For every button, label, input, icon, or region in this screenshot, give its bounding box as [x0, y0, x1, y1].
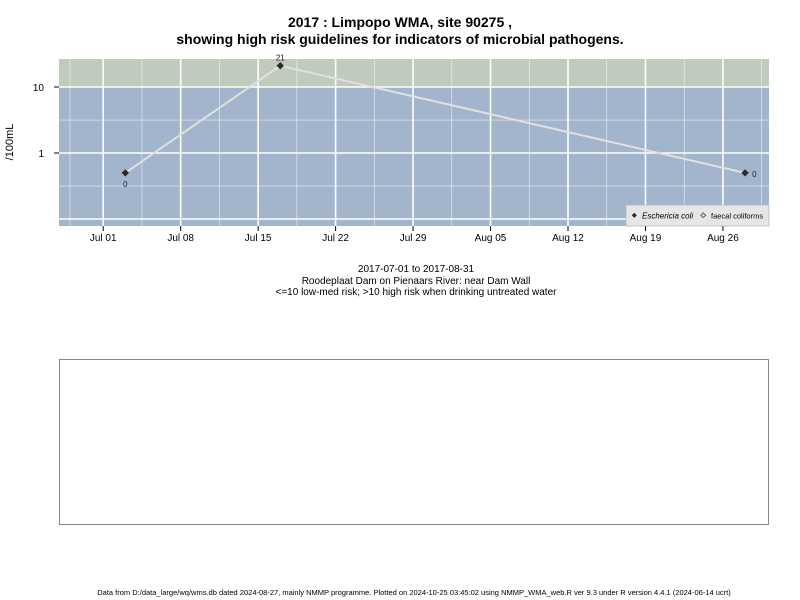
data-label: 21 [276, 54, 285, 63]
x-tick-label: Jul 08 [167, 233, 194, 244]
series-layer: 0 21 0 [121, 54, 757, 189]
y-tick-label: 1 [38, 149, 44, 160]
chart-title-line1: 2017 : Limpopo WMA, site 90275 , [287, 14, 513, 30]
x-axis: Jul 01 Jul 08 Jul 15 Jul 22 Jul 29 Aug 05 Aug … [90, 226, 739, 244]
chart-area: 0 21 0 Jul 01 Jul 08 Jul 15 Jul 22 Jul 29 Aug 0… [4, 54, 770, 244]
data-point [276, 62, 284, 70]
low-risk-band [59, 87, 769, 226]
subtitle-risk: <=10 low-med risk; >10 high risk when dr… [275, 287, 557, 298]
y-tick-label: 10 [33, 83, 45, 94]
x-tick-label: Aug 26 [707, 233, 739, 244]
legend-box [625, 204, 770, 227]
subtitle-date-range: 2017-07-01 to 2017-08-31 [357, 264, 475, 275]
legend-label-e-coli: Eschericia coli [642, 212, 693, 221]
footer-note: Data from D:/data_large/wq/wms.db dated … [97, 588, 731, 597]
x-tick-label: Jul 29 [400, 233, 427, 244]
data-point [741, 169, 749, 177]
x-tick-label: Aug 19 [630, 233, 662, 244]
x-tick-label: Jul 15 [245, 233, 272, 244]
x-tick-label: Aug 12 [552, 233, 584, 244]
plot-background [59, 59, 769, 226]
x-tick-label: Jul 01 [90, 233, 117, 244]
chart-title-line2: showing high risk guidelines for indicat… [176, 31, 624, 47]
legend: Eschericia coli faecal coliforms [625, 204, 770, 227]
subtitle-site: Roodeplaat Dam on Pienaars River: near D… [301, 276, 531, 287]
x-tick-label: Jul 22 [322, 233, 349, 244]
data-label: 0 [752, 170, 757, 179]
x-tick-label: Aug 05 [475, 233, 507, 244]
legend-label-faecal-coliforms: faecal coliforms [711, 212, 763, 221]
data-label: 0 [123, 180, 128, 189]
y-axis: 1 10/100mL [4, 83, 59, 160]
legend-marker-faecal-coliforms [700, 212, 707, 219]
empty-plot-panel [59, 359, 769, 525]
high-risk-band [59, 59, 769, 87]
y-axis-label: /100mL [4, 124, 16, 161]
